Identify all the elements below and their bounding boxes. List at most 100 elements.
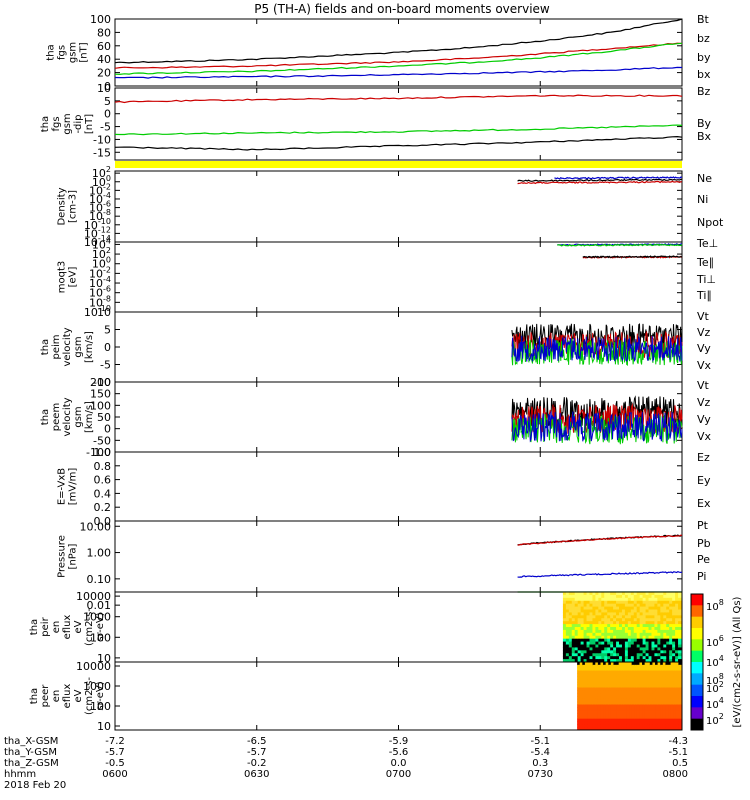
spectrogram-cell: [644, 681, 648, 686]
spectrogram-cell: [579, 667, 583, 671]
spectrogram-cell: [613, 701, 617, 705]
spectrogram-cell: [678, 600, 682, 605]
spectrogram-cell: [595, 676, 599, 680]
spectrogram-cell: [639, 707, 643, 711]
spectrogram-cell: [639, 724, 643, 728]
ylabel-line: eflux: [62, 684, 73, 709]
spectrogram-cell: [672, 603, 676, 608]
spectrogram-cell: [580, 609, 585, 613]
spectrogram-cell: [642, 698, 646, 703]
spectrogram-cell: [621, 618, 626, 622]
spectrogram-cell: [642, 693, 646, 697]
spectrogram-cell: [621, 718, 625, 722]
spectrogram-cell: [652, 715, 656, 720]
spectrogram-cell: [672, 609, 676, 613]
spectrogram-cell: [621, 715, 625, 720]
colorbar-swatch: [691, 718, 703, 731]
spectrogram-cell: [645, 638, 650, 643]
spectrogram-cell: [598, 600, 602, 605]
spectrogram-cell: [613, 638, 617, 643]
spectrogram-cell: [582, 696, 586, 700]
spectrogram-cell: [657, 679, 661, 683]
spectrogram-cell: [621, 609, 626, 613]
spectrogram-cell: [627, 644, 632, 648]
spectrogram-cell: [562, 647, 567, 651]
spectrogram-cell: [577, 594, 582, 599]
ytick-label: 10-4: [89, 275, 111, 290]
spectrogram-cell: [618, 718, 622, 722]
spectrogram-cell: [604, 618, 608, 622]
spectrogram-cell: [642, 627, 647, 631]
spectrogram-cell: [631, 667, 635, 671]
spectrogram-cell: [597, 721, 601, 725]
spectrogram-cell: [678, 687, 682, 691]
spectrogram-cell: [571, 653, 576, 657]
spectrogram-cell: [595, 621, 599, 625]
spectrogram-cell: [678, 615, 682, 619]
spectrogram-cell: [577, 656, 582, 660]
spectrogram-cell: [629, 681, 633, 686]
spectrogram-cell: [672, 647, 676, 651]
spectrogram-cell: [603, 724, 607, 728]
spectrogram-cell: [660, 707, 664, 711]
spectrogram-cell: [629, 724, 633, 728]
spectrogram-cell: [649, 698, 653, 703]
spectrogram-cell: [619, 603, 623, 608]
spectrogram-cell: [590, 718, 594, 722]
spectrogram-cell: [663, 594, 667, 599]
spectrogram-cell: [652, 721, 656, 725]
ytick-label: 10-10: [84, 217, 111, 232]
spectrogram-cell: [583, 621, 588, 625]
spectrogram-cell: [624, 612, 629, 616]
spectrogram-cell: [562, 597, 567, 602]
spectrogram-cell: [651, 612, 655, 616]
spectrogram-cell: [619, 644, 623, 648]
spectrogram-cell: [663, 653, 667, 657]
colorbar-tick: 102: [706, 712, 724, 727]
spectrogram-cell: [586, 603, 590, 608]
ytick-label: 40: [97, 53, 111, 66]
spectrogram-cell: [662, 676, 666, 680]
spectrogram-cell: [595, 727, 599, 731]
legend-Bz: Bz: [697, 85, 711, 98]
spectrogram-cell: [598, 592, 602, 596]
spectrogram-cell: [621, 679, 625, 683]
spectrogram-cell: [577, 600, 582, 605]
spectrogram-cell: [582, 681, 586, 686]
spectrogram-cell: [598, 644, 602, 648]
spectrogram-cell: [655, 715, 659, 720]
spectrogram-cell: [584, 724, 588, 728]
spectrogram-cell: [644, 673, 648, 677]
spectrogram-cell: [660, 606, 664, 610]
spectrogram-cell: [587, 693, 591, 697]
spectrogram-cell: [648, 621, 652, 625]
spectrogram-cell: [669, 650, 673, 654]
spectrogram-cell: [616, 597, 620, 602]
spectrogram-cell: [582, 724, 586, 728]
spectrogram-cell: [657, 693, 661, 697]
spectrogram-cell: [608, 718, 612, 722]
spectrogram-cell: [657, 650, 661, 654]
spectrogram-cell: [610, 721, 614, 725]
spectrogram-cell: [663, 600, 667, 605]
spectrogram-cell: [624, 606, 629, 610]
spectrogram-cell: [642, 696, 646, 700]
spectrogram-cell: [619, 659, 623, 663]
spectrogram-cell: [636, 618, 641, 622]
spectrogram-cell: [565, 603, 570, 608]
spectrogram-cell: [627, 600, 632, 605]
spectrogram-cell: [619, 624, 623, 628]
spectrogram-cell: [627, 659, 632, 663]
spectrogram-cell: [592, 727, 596, 731]
ytick-label: 60: [97, 40, 111, 53]
spectrogram-cell: [662, 698, 666, 703]
spectrogram-cell: [660, 656, 664, 660]
spectrogram-cell: [651, 627, 655, 631]
spectrogram-cell: [642, 606, 647, 610]
spectrogram-cell: [668, 679, 672, 683]
spectrogram-cell: [562, 629, 567, 634]
spectrogram-cell: [662, 696, 666, 700]
spectrogram-cell: [586, 638, 590, 643]
spectrogram-cell: [624, 635, 629, 640]
ylabel-line: -dip: [73, 114, 84, 133]
